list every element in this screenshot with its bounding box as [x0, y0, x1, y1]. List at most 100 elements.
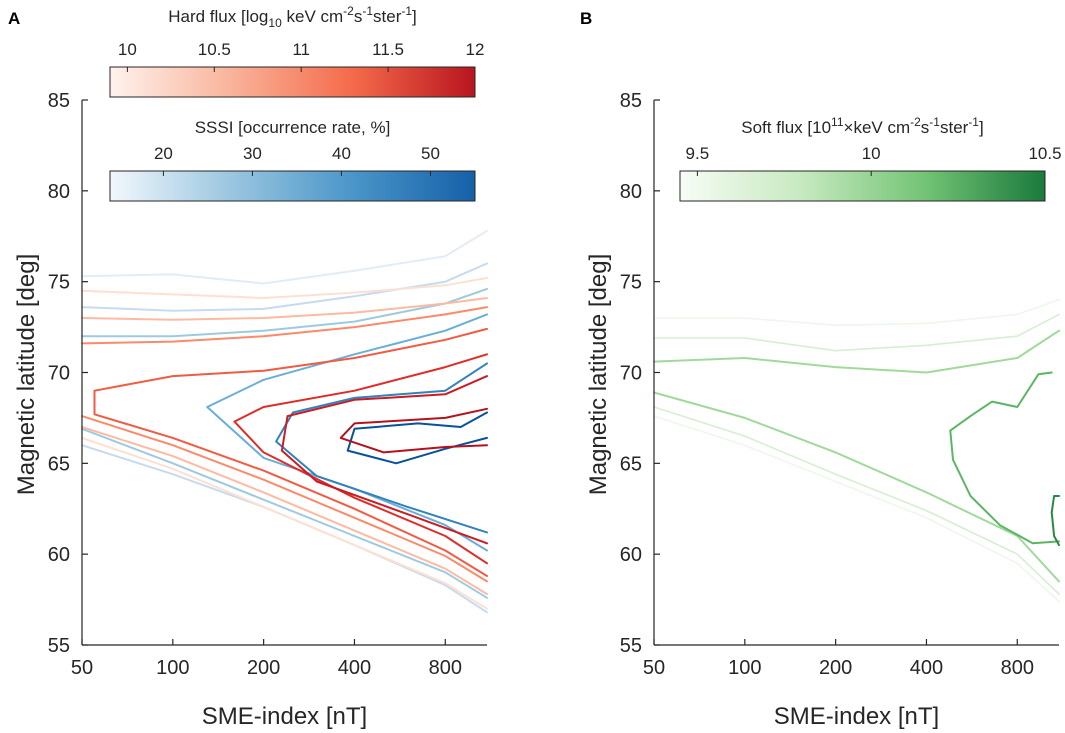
- y-tick-label: 55: [48, 635, 70, 657]
- colorbar-tick-label: 10.5: [198, 40, 231, 59]
- contour-line: [93, 327, 488, 577]
- contour-line: [81, 297, 488, 321]
- contour-line: [346, 411, 488, 465]
- colorbar-tick-label: 30: [243, 144, 262, 163]
- panel-label: A: [8, 9, 20, 28]
- contour-line: [81, 436, 488, 610]
- axes: [653, 99, 1059, 646]
- contour-line: [81, 287, 488, 338]
- x-tick-label: 200: [819, 657, 852, 679]
- x-tick-label: 400: [910, 657, 943, 679]
- x-tick-label: 800: [1001, 657, 1034, 679]
- contour-line: [206, 313, 488, 552]
- colorbar-bar: [679, 170, 1046, 202]
- x-tick-label: 200: [247, 657, 280, 679]
- x-axis-label: SME-index [nT]: [774, 703, 939, 730]
- colorbar-title-part: ]: [412, 7, 417, 26]
- y-tick-label: 65: [620, 453, 642, 475]
- panel-b: B 50 100 200 400 800 55 60 65 70 75 80 85 SME-index […: [580, 9, 1062, 730]
- colorbar-title-part: -1: [362, 4, 373, 18]
- contour-lines: [653, 298, 1060, 603]
- colorbar-tick-label: 40: [332, 144, 351, 163]
- colorbar-title: SSSI [occurrence rate, %]: [195, 118, 391, 137]
- y-tick-label: 75: [48, 272, 70, 294]
- colorbar-title-part: -2: [343, 4, 354, 18]
- colorbar-title-part: -1: [929, 115, 940, 129]
- y-axis-label: Magnetic latitude [deg]: [585, 254, 612, 496]
- colorbar-title-part: -2: [910, 115, 921, 129]
- contour-line: [1050, 495, 1060, 547]
- contour-line: [81, 415, 488, 583]
- colorbar-tick-label: 12: [466, 40, 485, 59]
- y-tick-label: 55: [620, 635, 642, 657]
- contour-line: [275, 362, 488, 534]
- contour-line: [653, 298, 1060, 327]
- contour-line: [653, 406, 1060, 595]
- contour-line: [949, 371, 1060, 545]
- colorbar-title: Hard flux [log10 keV cm-2s-1ster-1]: [168, 4, 417, 30]
- colorbar-title-part: ster: [373, 7, 402, 26]
- y-tick-label: 70: [48, 363, 70, 385]
- contour-line: [81, 426, 488, 596]
- contour-line: [233, 353, 488, 565]
- colorbar-tick-label: 10: [118, 40, 137, 59]
- colorbar-tick-label: 10: [862, 144, 881, 163]
- x-tick-label: 50: [643, 657, 665, 679]
- colorbar-tick-label: 10.5: [1028, 144, 1061, 163]
- contour-line: [81, 229, 488, 285]
- colorbar-bar: [109, 66, 476, 98]
- x-tick-label: 800: [429, 657, 462, 679]
- colorbar-title-part: keV cm: [282, 7, 343, 26]
- y-tick-label: 60: [48, 544, 70, 566]
- x-tick-label: 400: [338, 657, 371, 679]
- colorbar-tick-label: 20: [154, 144, 173, 163]
- y-tick-label: 75: [620, 272, 642, 294]
- colorbar-title-part: Hard flux [log: [168, 7, 268, 26]
- colorbar-title-part: s: [354, 7, 363, 26]
- contour-lines: [81, 229, 488, 614]
- colorbar-title-part: ×keV cm: [844, 118, 911, 137]
- contour-line: [81, 427, 488, 599]
- colorbar-title-part: s: [921, 118, 930, 137]
- colorbar-title-part: Soft flux [10: [741, 118, 831, 137]
- contour-line: [81, 306, 488, 345]
- x-tick-label: 100: [156, 657, 189, 679]
- contour-line: [81, 262, 488, 312]
- y-axis-label: Magnetic latitude [deg]: [13, 254, 40, 496]
- colorbar-title-part: -1: [401, 4, 412, 18]
- colorbar-title-part: 11: [831, 115, 844, 129]
- contour-line: [653, 391, 1060, 583]
- contour-line: [280, 375, 488, 545]
- panel-a: A 50 100 200 400 800 55 60 65 70 75 80 85 SME-index […: [8, 4, 488, 730]
- y-tick-label: 85: [620, 90, 642, 112]
- colorbar-title-part: 10: [268, 16, 282, 30]
- y-tick-label: 80: [620, 181, 642, 203]
- y-tick-label: 60: [620, 544, 642, 566]
- contour-line: [653, 415, 1060, 603]
- colorbar-title-part: -1: [968, 115, 979, 129]
- panel-label: B: [580, 9, 592, 28]
- y-tick-label: 85: [48, 90, 70, 112]
- colorbar-title: Soft flux [1011×keV cm-2s-1ster-1]: [741, 115, 983, 137]
- colorbar-title-part: ]: [979, 118, 984, 137]
- colorbar-tick-label: 11: [292, 40, 310, 59]
- contour-line: [339, 407, 488, 454]
- axes: [81, 99, 487, 646]
- contour-line: [653, 313, 1060, 352]
- contour-line: [81, 277, 488, 299]
- colorbar-tick-label: 11.5: [372, 40, 404, 59]
- colorbar-tick-label: 9.5: [686, 144, 710, 163]
- x-axis-label: SME-index [nT]: [202, 703, 367, 730]
- colorbar-title-part: ster: [940, 118, 969, 137]
- colorbar-bar: [109, 170, 476, 202]
- x-tick-label: 100: [728, 657, 761, 679]
- colorbar-sssi: 20 30 40 50 SSSI [occurrence rate, %]: [109, 118, 476, 202]
- x-tick-label: 50: [71, 657, 93, 679]
- contour-line: [653, 329, 1060, 374]
- y-tick-label: 80: [48, 181, 70, 203]
- colorbar-tick-label: 50: [421, 144, 440, 163]
- y-tick-label: 70: [620, 363, 642, 385]
